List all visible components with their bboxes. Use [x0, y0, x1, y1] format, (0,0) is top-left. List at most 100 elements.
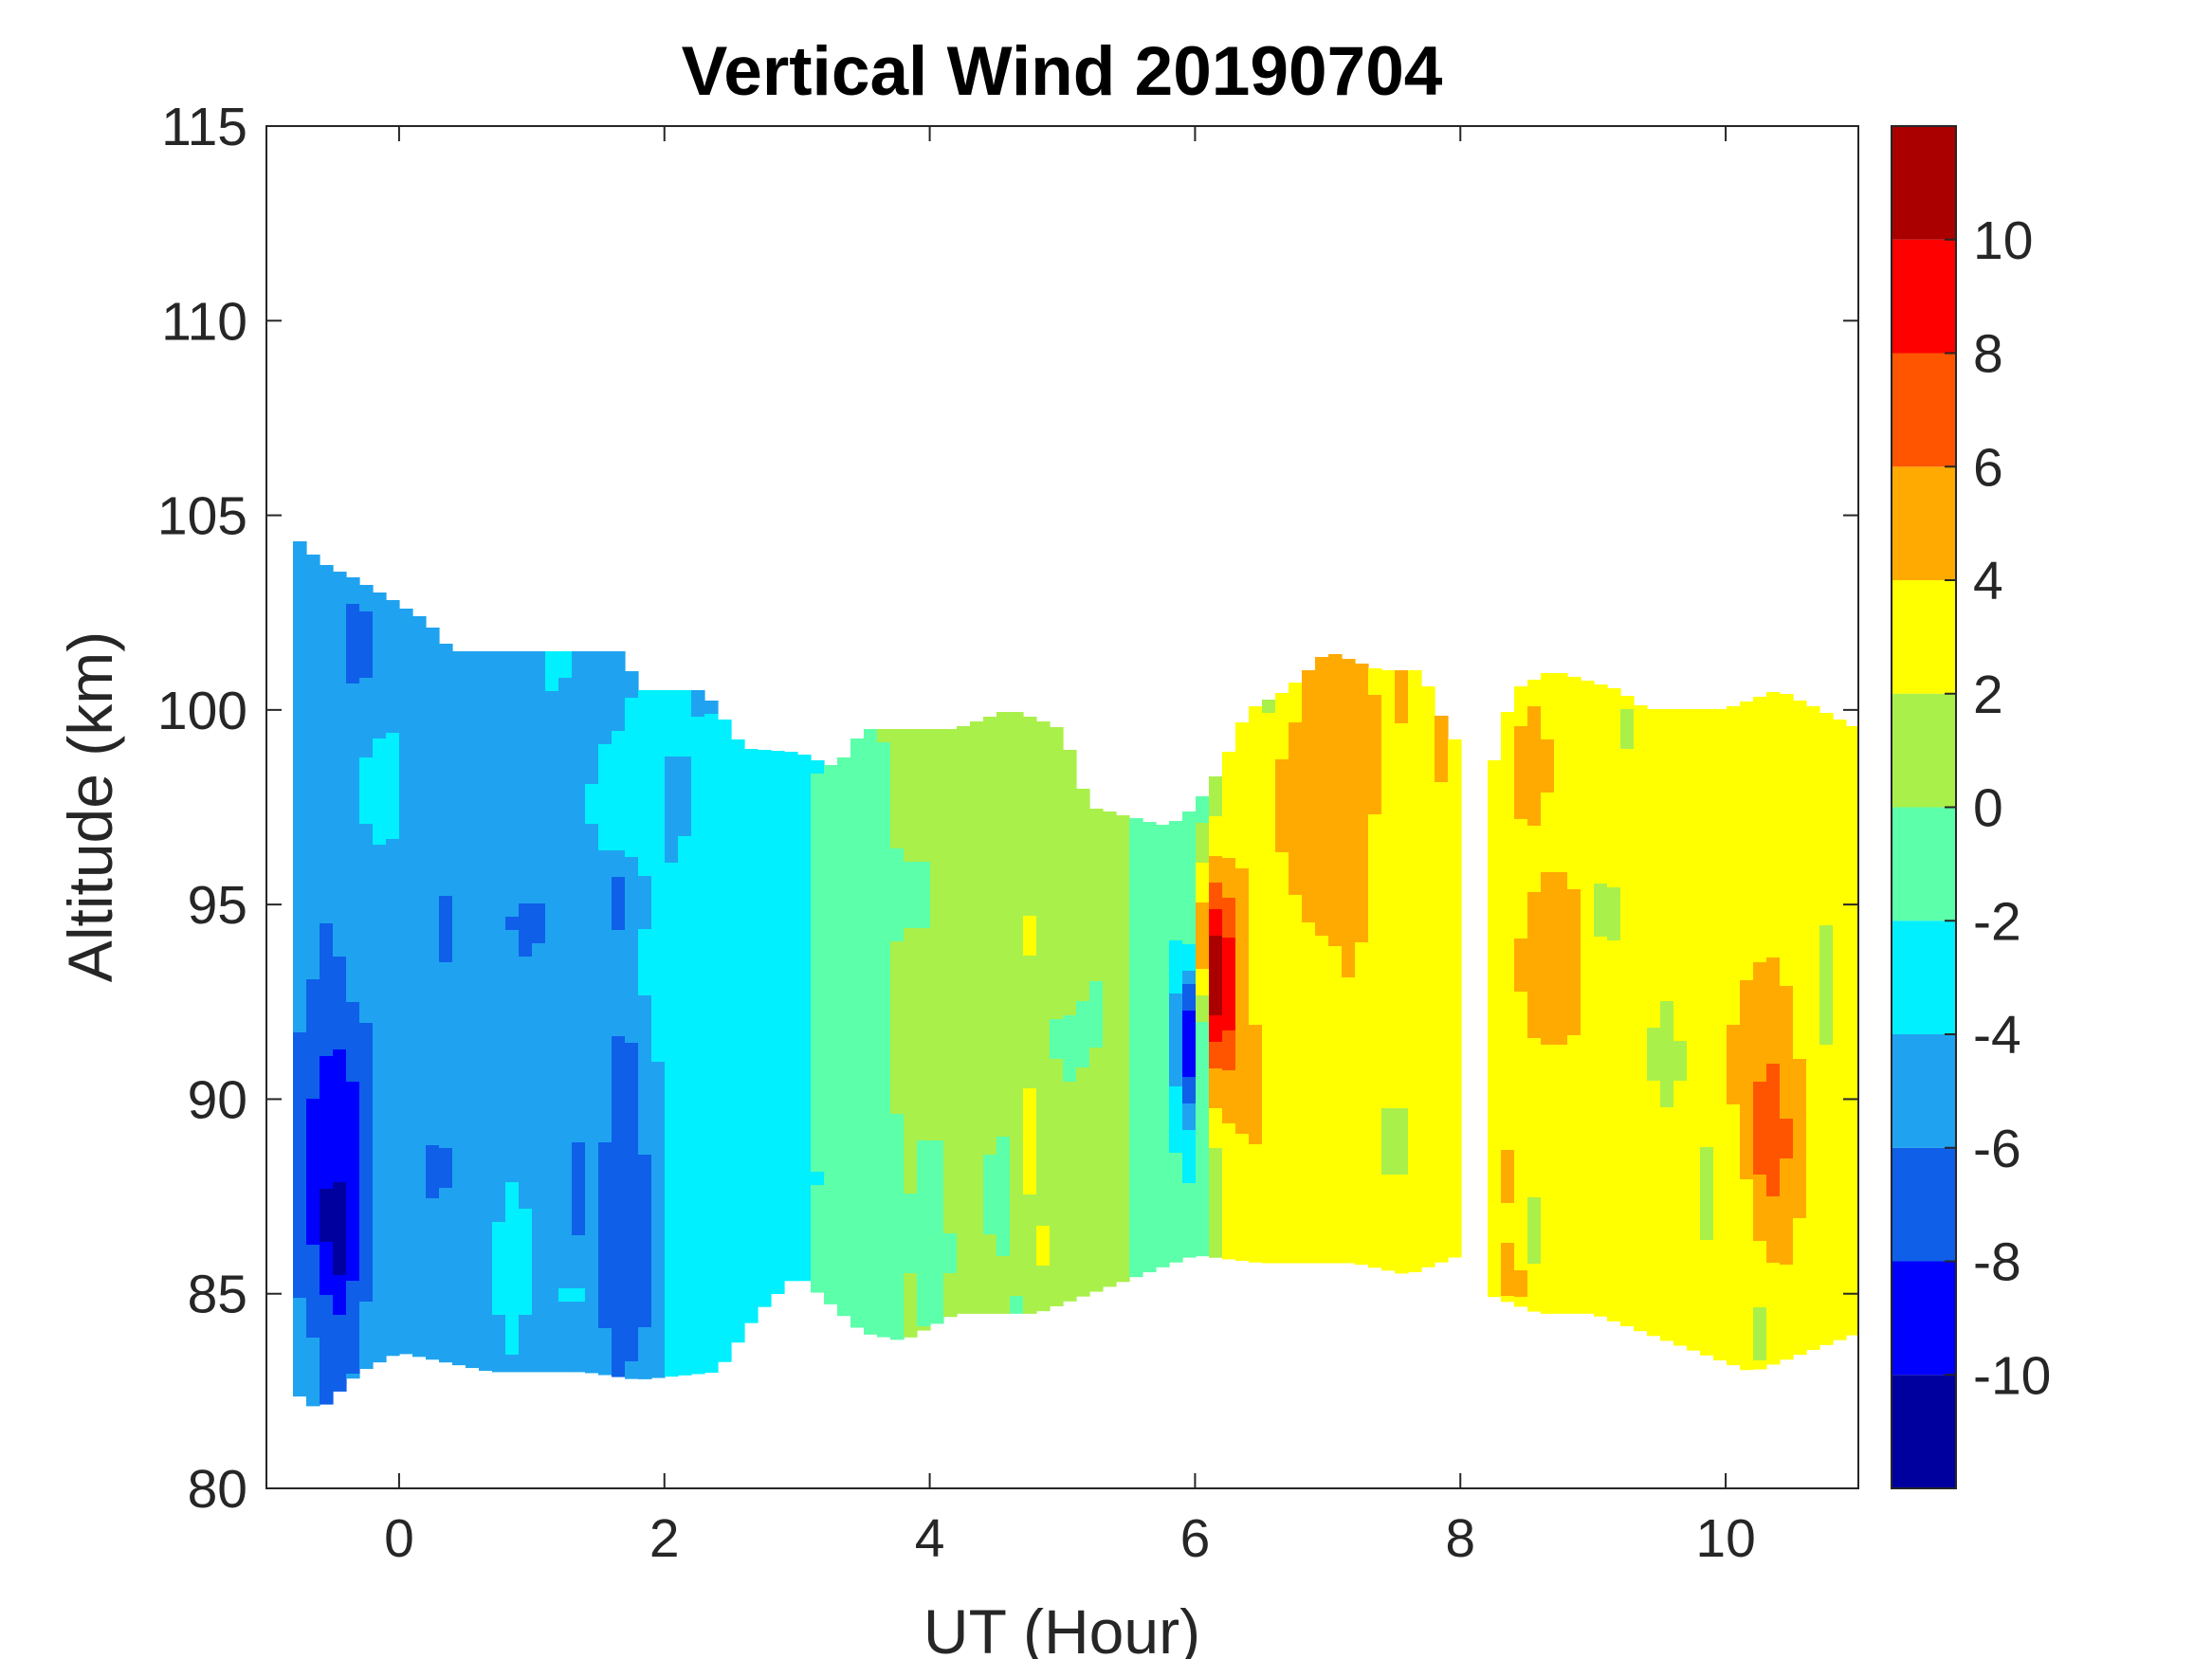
contour-cell: [1289, 868, 1303, 883]
contour-cell: [665, 969, 679, 983]
contour-cell: [731, 1151, 745, 1165]
contour-cell: [824, 871, 838, 885]
contour-cell: [333, 864, 347, 878]
contour-cell: [996, 1057, 1011, 1071]
contour-cell: [665, 1115, 679, 1129]
contour-cell: [1567, 1141, 1581, 1156]
contour-cell: [412, 1094, 427, 1108]
contour-cell: [850, 1243, 865, 1257]
contour-cell: [1076, 1134, 1090, 1148]
contour-cell: [479, 1341, 493, 1356]
contour-cell: [1275, 1171, 1289, 1185]
contour-cell: [1182, 931, 1197, 945]
contour-cell: [1342, 712, 1356, 726]
contour-cell: [439, 869, 453, 884]
contour-cell: [1262, 726, 1276, 740]
contour-cell: [1527, 892, 1542, 906]
contour-cell: [585, 678, 599, 692]
contour-cell: [1501, 1044, 1515, 1058]
contour-cell: [492, 824, 506, 838]
contour-cell: [758, 896, 772, 910]
contour-cell: [1275, 958, 1289, 973]
contour-cell: [373, 685, 387, 700]
contour-cell: [293, 993, 307, 1007]
contour-cell: [1567, 730, 1581, 744]
contour-cell: [983, 743, 997, 757]
contour-cell: [1182, 1024, 1197, 1038]
contour-cell: [1620, 895, 1635, 909]
contour-cell: [359, 1129, 374, 1143]
contour-cell: [359, 784, 374, 798]
contour-cell: [1050, 754, 1064, 768]
contour-cell: [1116, 961, 1130, 975]
contour-cell: [492, 1010, 506, 1024]
contour-cell: [1700, 895, 1714, 909]
contour-cell: [1368, 1120, 1382, 1134]
contour-cell: [704, 740, 719, 755]
contour-cell: [1687, 775, 1701, 790]
contour-cell: [1328, 800, 1343, 814]
contour-cell: [1143, 1008, 1157, 1022]
contour-cell: [492, 678, 506, 692]
contour-cell: [1647, 1267, 1661, 1281]
contour-cell: [1342, 765, 1356, 779]
contour-cell: [877, 756, 891, 770]
contour-cell: [293, 873, 307, 887]
contour-cell: [346, 1161, 360, 1176]
contour-cell: [359, 877, 374, 891]
contour-cell: [505, 665, 520, 679]
contour-cell: [1328, 973, 1343, 987]
contour-cell: [479, 983, 493, 997]
contour-cell: [1275, 1038, 1289, 1052]
contour-cell: [1249, 759, 1263, 774]
contour-cell: [1713, 789, 1728, 803]
contour-cell: [1289, 736, 1303, 750]
contour-cell: [1196, 1022, 1210, 1036]
contour-cell: [957, 753, 971, 767]
contour-cell: [1541, 1270, 1555, 1285]
contour-cell: [306, 926, 320, 940]
contour-cell: [797, 887, 812, 902]
contour-cell: [850, 1203, 865, 1217]
contour-cell: [943, 782, 958, 796]
contour-cell: [293, 1338, 307, 1352]
contour-cell: [1488, 893, 1502, 907]
contour-cell: [917, 769, 931, 783]
contour-cell: [479, 651, 493, 665]
contour-cell: [1289, 935, 1303, 949]
contour-cell: [479, 1049, 493, 1064]
contour-cell: [1673, 948, 1688, 962]
contour-cell: [1541, 779, 1555, 793]
contour-cell: [1395, 843, 1409, 857]
contour-cell: [983, 969, 997, 983]
contour-cell: [1235, 1174, 1250, 1188]
contour-cell: [1196, 823, 1210, 837]
contour-cell: [1103, 851, 1117, 866]
contour-cell: [625, 1282, 639, 1296]
contour-cell: [585, 651, 599, 665]
contour-cell: [1182, 1103, 1197, 1118]
contour-cell: [346, 1029, 360, 1043]
contour-cell: [957, 1138, 971, 1152]
contour-cell: [532, 1049, 546, 1064]
contour-cell: [1076, 1213, 1090, 1228]
contour-cell: [585, 1089, 599, 1103]
contour-cell: [1103, 878, 1117, 892]
contour-cell: [1501, 884, 1515, 899]
contour-cell: [1567, 1048, 1581, 1063]
contour-cell: [1395, 1108, 1409, 1122]
contour-cell: [758, 1241, 772, 1255]
contour-cell: [439, 1175, 453, 1189]
contour-cell: [598, 957, 612, 971]
contour-cell: [704, 1019, 719, 1033]
contour-cell: [612, 824, 626, 838]
contour-cell: [1249, 905, 1263, 920]
contour-cell: [837, 850, 851, 865]
contour-cell: [1036, 1292, 1051, 1306]
contour-cell: [638, 1327, 652, 1341]
contour-cell: [1023, 770, 1037, 784]
contour-cell: [1209, 1241, 1223, 1255]
contour-cell: [320, 857, 334, 871]
contour-cell: [519, 731, 533, 745]
contour-cell: [1448, 1177, 1462, 1192]
